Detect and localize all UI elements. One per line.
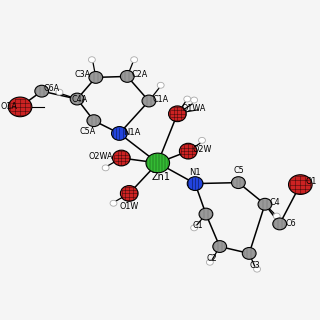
Ellipse shape	[191, 225, 197, 231]
Ellipse shape	[131, 57, 138, 63]
Text: C2A: C2A	[132, 70, 148, 79]
Ellipse shape	[199, 208, 213, 220]
Ellipse shape	[56, 89, 63, 95]
Ellipse shape	[120, 186, 138, 201]
Ellipse shape	[8, 97, 32, 117]
Ellipse shape	[187, 177, 203, 190]
Ellipse shape	[242, 247, 256, 259]
Text: N1: N1	[189, 168, 201, 177]
Ellipse shape	[88, 57, 95, 63]
Text: C6: C6	[285, 220, 296, 228]
Text: O1W: O1W	[120, 202, 139, 211]
Ellipse shape	[157, 82, 164, 88]
Text: C5A: C5A	[80, 127, 96, 136]
Text: C6A: C6A	[44, 84, 60, 93]
Text: C1A: C1A	[153, 94, 169, 104]
Ellipse shape	[113, 150, 130, 166]
Ellipse shape	[35, 85, 49, 97]
Text: C5: C5	[234, 166, 245, 175]
Text: C3A: C3A	[75, 70, 91, 79]
Ellipse shape	[89, 71, 103, 83]
Text: N1A: N1A	[124, 128, 141, 137]
Text: C3: C3	[250, 261, 260, 270]
Ellipse shape	[191, 97, 197, 103]
Text: C4: C4	[269, 198, 280, 207]
Ellipse shape	[102, 165, 109, 171]
Ellipse shape	[258, 198, 272, 210]
Ellipse shape	[110, 200, 117, 206]
Ellipse shape	[198, 137, 205, 143]
Text: O2WA: O2WA	[88, 152, 113, 161]
Ellipse shape	[70, 93, 84, 105]
Ellipse shape	[289, 175, 312, 195]
Ellipse shape	[254, 266, 260, 272]
Ellipse shape	[87, 115, 101, 127]
Text: O1A: O1A	[1, 102, 18, 111]
Text: C2: C2	[206, 254, 217, 263]
Ellipse shape	[273, 218, 287, 230]
Text: C1: C1	[193, 221, 204, 230]
Ellipse shape	[180, 143, 197, 159]
Ellipse shape	[231, 177, 245, 188]
Text: O2W: O2W	[192, 145, 212, 154]
Text: Zn1: Zn1	[151, 172, 170, 182]
Text: O1: O1	[306, 177, 317, 186]
Ellipse shape	[142, 95, 156, 107]
Ellipse shape	[206, 259, 213, 265]
Ellipse shape	[213, 241, 227, 252]
Text: C4A: C4A	[71, 94, 87, 104]
Ellipse shape	[273, 213, 280, 219]
Ellipse shape	[169, 106, 186, 122]
Ellipse shape	[120, 70, 134, 82]
Ellipse shape	[184, 96, 191, 102]
Ellipse shape	[146, 153, 170, 173]
Text: O1WA: O1WA	[182, 104, 206, 113]
Ellipse shape	[112, 127, 127, 140]
